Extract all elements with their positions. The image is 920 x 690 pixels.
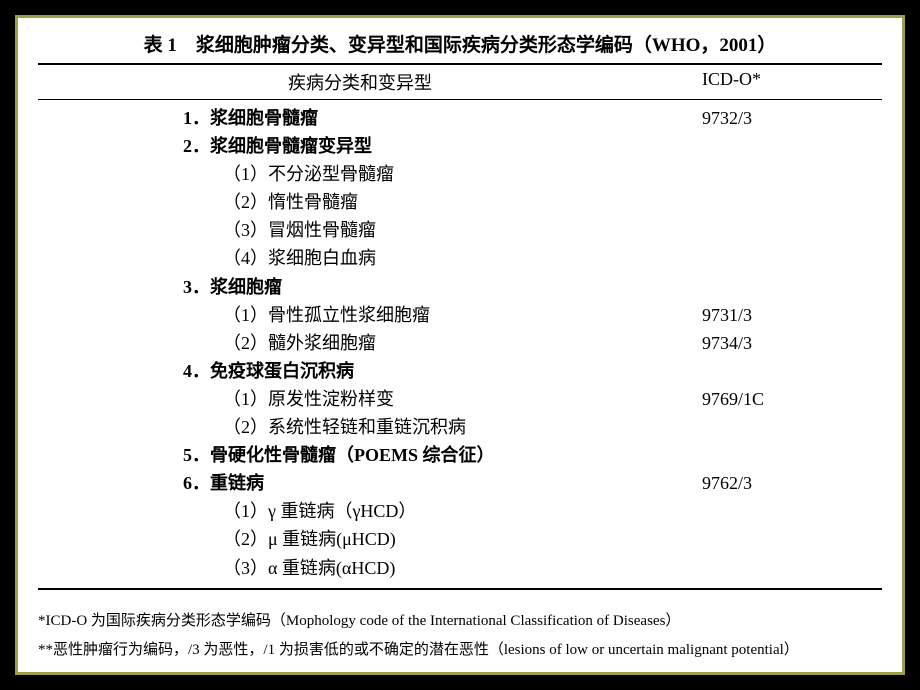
table-row: （1）不分泌型骨髓瘤 bbox=[38, 160, 882, 188]
table-row: （3）α 重链病(αHCD) bbox=[38, 554, 882, 582]
table-cell-icdo: 9769/1C bbox=[622, 386, 882, 412]
table-row: （1）γ 重链病（γHCD） bbox=[38, 497, 882, 525]
table-row: （2）髓外浆细胞瘤9734/3 bbox=[38, 329, 882, 357]
table-wrapper: 疾病分类和变异型 ICD-O* 1．浆细胞骨髓瘤9732/32．浆细胞骨髓瘤变异… bbox=[38, 63, 882, 590]
table-cell-classification: 1．浆细胞骨髓瘤 bbox=[38, 105, 622, 131]
table-cell-icdo bbox=[622, 245, 882, 271]
table-cell-icdo bbox=[622, 133, 882, 159]
table-cell-classification: （2）髓外浆细胞瘤 bbox=[38, 330, 622, 356]
table-cell-classification: 3．浆细胞瘤 bbox=[38, 274, 622, 300]
table-cell-icdo bbox=[622, 161, 882, 187]
table-row: 3．浆细胞瘤 bbox=[38, 273, 882, 301]
table-cell-classification: （1）γ 重链病（γHCD） bbox=[38, 498, 622, 524]
table-row: （4）浆细胞白血病 bbox=[38, 244, 882, 272]
header-disease-classification: 疾病分类和变异型 bbox=[38, 69, 622, 95]
disclaimers: *ICD-O 为国际疾病分类形态学编码（Mophology code of th… bbox=[38, 608, 882, 664]
table-cell-icdo bbox=[622, 189, 882, 215]
table-row: （1）骨性孤立性浆细胞瘤9731/3 bbox=[38, 301, 882, 329]
table-cell-classification: （1）骨性孤立性浆细胞瘤 bbox=[38, 302, 622, 328]
table-row: 5．骨硬化性骨髓瘤（POEMS 综合征） bbox=[38, 441, 882, 469]
table-cell-icdo bbox=[622, 555, 882, 581]
table-cell-icdo bbox=[622, 526, 882, 552]
table-cell-classification: （4）浆细胞白血病 bbox=[38, 245, 622, 271]
table-cell-icdo: 9734/3 bbox=[622, 330, 882, 356]
table-cell-classification: 2．浆细胞骨髓瘤变异型 bbox=[38, 133, 622, 159]
table-cell-icdo bbox=[622, 414, 882, 440]
slide-container: 表 1 浆细胞肿瘤分类、变异型和国际疾病分类形态学编码（WHO，2001） 疾病… bbox=[15, 15, 905, 675]
table-cell-classification: （2）惰性骨髓瘤 bbox=[38, 189, 622, 215]
table-cell-icdo bbox=[622, 442, 882, 468]
table-cell-icdo bbox=[622, 217, 882, 243]
table-row: 6．重链病9762/3 bbox=[38, 469, 882, 497]
table-header-row: 疾病分类和变异型 ICD-O* bbox=[38, 65, 882, 100]
table-row: 1．浆细胞骨髓瘤9732/3 bbox=[38, 104, 882, 132]
table-cell-classification: （1）不分泌型骨髓瘤 bbox=[38, 161, 622, 187]
table-cell-classification: 4．免疫球蛋白沉积病 bbox=[38, 358, 622, 384]
header-icdo-code: ICD-O* bbox=[622, 69, 882, 95]
table-cell-icdo bbox=[622, 498, 882, 524]
table-cell-icdo: 9732/3 bbox=[622, 105, 882, 131]
table-row: 4．免疫球蛋白沉积病 bbox=[38, 357, 882, 385]
table-row: （2）μ 重链病(μHCD) bbox=[38, 525, 882, 553]
table-cell-classification: （3）α 重链病(αHCD) bbox=[38, 555, 622, 581]
table-row: （1）原发性淀粉样变9769/1C bbox=[38, 385, 882, 413]
table-row: （2）系统性轻链和重链沉积病 bbox=[38, 413, 882, 441]
table-row: 2．浆细胞骨髓瘤变异型 bbox=[38, 132, 882, 160]
table-cell-classification: （2）系统性轻链和重链沉积病 bbox=[38, 414, 622, 440]
table-cell-classification: （2）μ 重链病(μHCD) bbox=[38, 526, 622, 552]
table-cell-classification: （1）原发性淀粉样变 bbox=[38, 386, 622, 412]
table-row: （3）冒烟性骨髓瘤 bbox=[38, 216, 882, 244]
table-body: 1．浆细胞骨髓瘤9732/32．浆细胞骨髓瘤变异型（1）不分泌型骨髓瘤（2）惰性… bbox=[38, 100, 882, 588]
disclaimer-line-2: **恶性肿瘤行为编码，/3 为恶性，/1 为损害低的或不确定的潜在恶性（lesi… bbox=[38, 637, 882, 664]
table-cell-icdo bbox=[622, 358, 882, 384]
table-cell-icdo: 9731/3 bbox=[622, 302, 882, 328]
table-cell-icdo: 9762/3 bbox=[622, 470, 882, 496]
table-cell-classification: 5．骨硬化性骨髓瘤（POEMS 综合征） bbox=[38, 442, 622, 468]
table-row: （2）惰性骨髓瘤 bbox=[38, 188, 882, 216]
table-title: 表 1 浆细胞肿瘤分类、变异型和国际疾病分类形态学编码（WHO，2001） bbox=[38, 30, 882, 57]
table-cell-classification: （3）冒烟性骨髓瘤 bbox=[38, 217, 622, 243]
table-cell-icdo bbox=[622, 274, 882, 300]
table-cell-classification: 6．重链病 bbox=[38, 470, 622, 496]
disclaimer-line-1: *ICD-O 为国际疾病分类形态学编码（Mophology code of th… bbox=[38, 608, 882, 635]
